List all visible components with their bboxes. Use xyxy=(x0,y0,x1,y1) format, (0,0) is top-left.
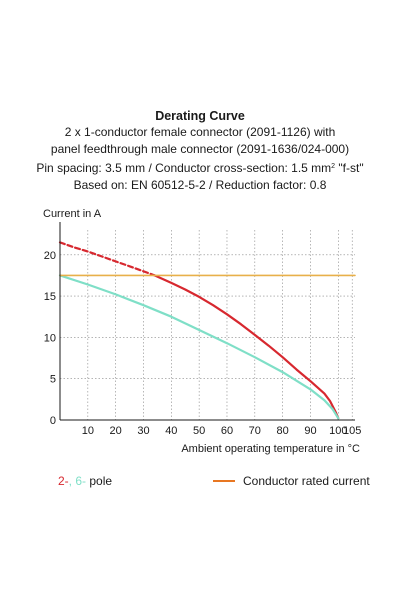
x-tick-label: 105 xyxy=(343,425,361,437)
x-tick-label: 80 xyxy=(277,425,289,437)
y-tick-label: 5 xyxy=(50,374,56,386)
legend-pole-suffix: pole xyxy=(86,474,113,488)
y-tick-label: 10 xyxy=(44,332,56,344)
subtitle-line-3-superscript: 2 xyxy=(331,163,336,170)
legend-2-pole: 2- xyxy=(58,474,69,488)
legend-rated-current: Conductor rated current xyxy=(213,474,370,488)
y-tick-label: 0 xyxy=(50,415,56,427)
x-tick-label: 30 xyxy=(137,425,149,437)
legend-rated-swatch xyxy=(213,480,235,482)
x-tick-label: 90 xyxy=(304,425,316,437)
subtitle-line-3-suffix: "f-st" xyxy=(335,161,364,175)
x-tick-label: 100 xyxy=(329,425,347,437)
series-line-pole2 xyxy=(153,274,340,420)
chart-title: Derating Curve xyxy=(155,109,245,123)
series-line-pole2-dashed xyxy=(58,241,156,277)
x-tick-label: 10 xyxy=(82,425,94,437)
x-tick-label: 40 xyxy=(165,425,177,437)
grid xyxy=(60,230,355,420)
legend-6-pole: 6- xyxy=(75,474,87,488)
y-axis-label: Current in A xyxy=(43,208,102,220)
x-tick-label: 70 xyxy=(249,425,261,437)
x-tick-label: 60 xyxy=(221,425,233,437)
series-line-pole6 xyxy=(58,274,340,420)
legend-separator: , xyxy=(68,474,76,488)
chart-header: Derating Curve 2 x 1-conductor female co… xyxy=(0,108,400,194)
subtitle-line-3: Pin spacing: 3.5 mm / Conductor cross-se… xyxy=(0,158,400,177)
x-tick-label: 50 xyxy=(193,425,205,437)
y-tick-label: 15 xyxy=(44,291,56,303)
x-axis-label: Ambient operating temperature in °C xyxy=(181,443,360,455)
subtitle-line-1: 2 x 1-conductor female connector (2091-1… xyxy=(64,125,336,139)
legend-pole: 2-, 6- pole xyxy=(58,474,112,488)
x-tick-label: 20 xyxy=(110,425,122,437)
subtitle-line-4: Based on: EN 60512-5-2 / Reduction facto… xyxy=(73,178,327,192)
y-tick-label: 20 xyxy=(44,250,56,262)
subtitle-line-2: panel feedthrough male connector (2091-1… xyxy=(50,142,350,156)
subtitle-line-3-main: Pin spacing: 3.5 mm / Conductor cross-se… xyxy=(36,161,332,175)
legend-rated-label: Conductor rated current xyxy=(243,474,370,488)
series-lines xyxy=(58,241,356,420)
